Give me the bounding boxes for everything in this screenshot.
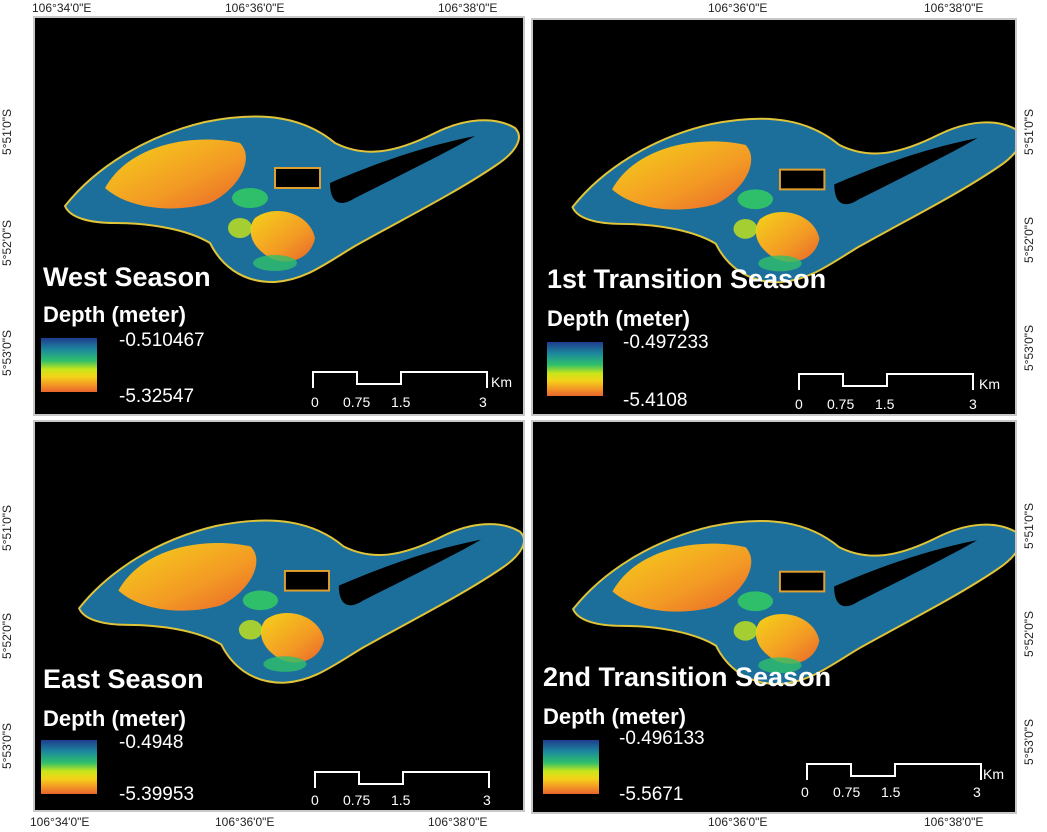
scale-tick-15: 1.5 xyxy=(875,396,895,412)
lat-label-right-3: 5°53'0"S xyxy=(1022,324,1037,372)
scale-tick-3: 3 xyxy=(969,396,977,412)
depth-legend-title: Depth (meter) xyxy=(543,704,687,729)
scale-tick-3: 3 xyxy=(973,784,981,800)
lon-label-top-5: 106°38'0"E xyxy=(924,1,984,15)
depth-color-ramp xyxy=(543,740,599,794)
map-panel-2nd-transition-season: 2nd Transition Season Depth (meter) -0.4… xyxy=(531,420,1017,814)
island-map xyxy=(78,519,523,684)
season-title: 1st Transition Season xyxy=(547,264,827,294)
lat-label-right-4: 5°51'0"S xyxy=(1022,502,1037,550)
legend-min-value: -5.4108 xyxy=(623,390,688,411)
legend-max-value: -0.4948 xyxy=(119,732,184,753)
island-map xyxy=(571,117,1015,284)
scale-bar xyxy=(312,371,488,388)
scale-unit: Km xyxy=(491,374,512,390)
scale-tick-075: 0.75 xyxy=(343,394,371,410)
legend-min-value: -5.39953 xyxy=(119,784,195,805)
legend-max-value: -0.496133 xyxy=(619,728,705,749)
island-map xyxy=(64,115,520,284)
lat-label-left-6: 5°53'0"S xyxy=(0,722,15,770)
scale-tick-3: 3 xyxy=(483,792,491,808)
lat-label-left-3: 5°53'0"S xyxy=(0,329,15,377)
map-panel-east-season: East Season Depth (meter) -0.4948 -5.399… xyxy=(33,420,525,812)
depth-color-ramp xyxy=(41,338,97,392)
legend-min-value: -5.5671 xyxy=(619,784,684,805)
depth-color-ramp xyxy=(547,342,603,396)
lon-label-top-2: 106°36'0"E xyxy=(225,1,285,15)
scale-tick-0: 0 xyxy=(801,784,809,800)
scale-tick-0: 0 xyxy=(311,792,319,808)
scale-tick-075: 0.75 xyxy=(833,784,861,800)
map-panel-1st-transition-season: 1st Transition Season Depth (meter) -0.4… xyxy=(531,18,1017,416)
legend-min-value: -5.32547 xyxy=(119,386,195,407)
season-title: 2nd Transition Season xyxy=(543,662,832,692)
scale-unit: Km xyxy=(979,376,1000,392)
scale-tick-0: 0 xyxy=(795,396,803,412)
scale-tick-3: 3 xyxy=(479,394,487,410)
depth-color-ramp xyxy=(41,740,97,794)
scale-tick-15: 1.5 xyxy=(391,394,411,410)
scale-tick-075: 0.75 xyxy=(827,396,855,412)
scale-tick-15: 1.5 xyxy=(391,792,411,808)
island-map xyxy=(572,520,1015,686)
scale-bar xyxy=(798,373,974,390)
lat-label-right-1: 5°51'0"S xyxy=(1022,108,1037,156)
legend-max-value: -0.497233 xyxy=(623,332,709,353)
lon-label-bottom-2: 106°36'0"E xyxy=(215,815,275,829)
depth-legend-title: Depth (meter) xyxy=(43,302,187,327)
scale-unit: Km xyxy=(983,766,1004,782)
scale-tick-15: 1.5 xyxy=(881,784,901,800)
depth-legend-title: Depth (meter) xyxy=(547,306,691,331)
scale-bar xyxy=(806,763,982,780)
season-title: East Season xyxy=(43,664,204,694)
scale-tick-0: 0 xyxy=(311,394,319,410)
lon-label-top-1: 106°34'0"E xyxy=(32,1,92,15)
map-panel-west-season: West Season Depth (meter) -0.510467 -5.3… xyxy=(33,16,525,416)
scale-tick-075: 0.75 xyxy=(343,792,371,808)
scale-bar xyxy=(314,771,490,788)
lat-label-right-2: 5°52'0"S xyxy=(1022,216,1037,264)
lon-label-top-3: 106°38'0"E xyxy=(438,1,498,15)
lon-label-bottom-3: 106°38'0"E xyxy=(428,815,488,829)
season-title: West Season xyxy=(43,262,211,292)
lon-label-bottom-5: 106°38'0"E xyxy=(924,815,984,829)
depth-legend-title: Depth (meter) xyxy=(43,706,187,731)
lat-label-left-1: 5°51'0"S xyxy=(0,108,15,156)
legend-max-value: -0.510467 xyxy=(119,330,205,351)
lat-label-right-6: 5°53'0"S xyxy=(1022,718,1037,766)
lat-label-left-2: 5°52'0"S xyxy=(0,219,15,267)
lat-label-left-4: 5°51'0"S xyxy=(0,504,15,552)
lon-label-top-4: 106°36'0"E xyxy=(708,1,768,15)
lat-label-right-5: 5°52'0"S xyxy=(1022,610,1037,658)
lon-label-bottom-1: 106°34'0"E xyxy=(30,815,90,829)
lon-label-bottom-4: 106°36'0"E xyxy=(708,815,768,829)
lat-label-left-5: 5°52'0"S xyxy=(0,612,15,660)
